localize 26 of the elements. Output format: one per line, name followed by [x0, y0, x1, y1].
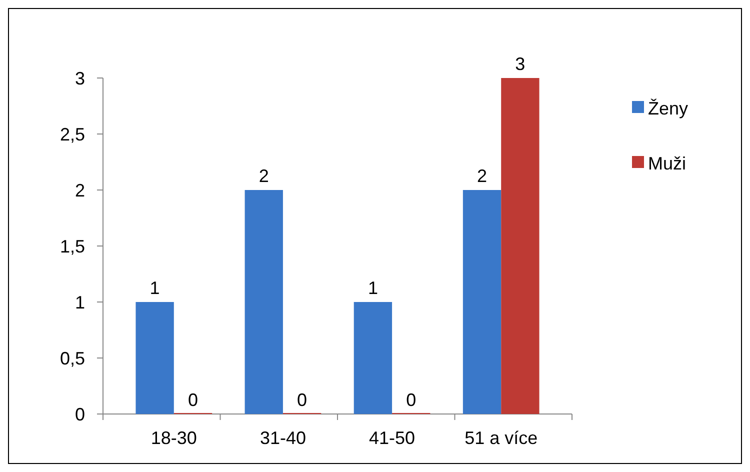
x-tick-label: 31-40 [260, 428, 306, 448]
y-tick-label: 2 [74, 180, 85, 200]
legend-label: Muži [648, 153, 686, 174]
data-label: 2 [258, 166, 269, 186]
x-tick-label: 41-50 [369, 428, 416, 448]
data-label: 3 [515, 54, 526, 74]
data-label: 0 [406, 390, 416, 410]
data-label: 1 [150, 278, 160, 298]
legend-label: Ženy [648, 98, 688, 118]
data-label: 1 [368, 278, 378, 298]
y-tick-label: 0 [74, 404, 85, 424]
bar [501, 78, 540, 414]
x-tick-label: 18-30 [150, 428, 197, 448]
bar [136, 302, 174, 414]
y-tick-label: 3 [74, 68, 85, 88]
y-tick-label: 1,5 [60, 236, 85, 256]
bar [354, 302, 392, 414]
data-label: 2 [477, 166, 488, 186]
bar [462, 190, 502, 414]
data-label: 0 [188, 390, 198, 410]
bar [244, 190, 283, 414]
y-tick-label: 1 [74, 292, 85, 312]
data-label: 0 [297, 390, 308, 410]
y-tick-label: 0,5 [60, 348, 85, 368]
x-tick-label: 51 a více [464, 428, 538, 448]
y-tick-label: 2,5 [60, 124, 85, 144]
